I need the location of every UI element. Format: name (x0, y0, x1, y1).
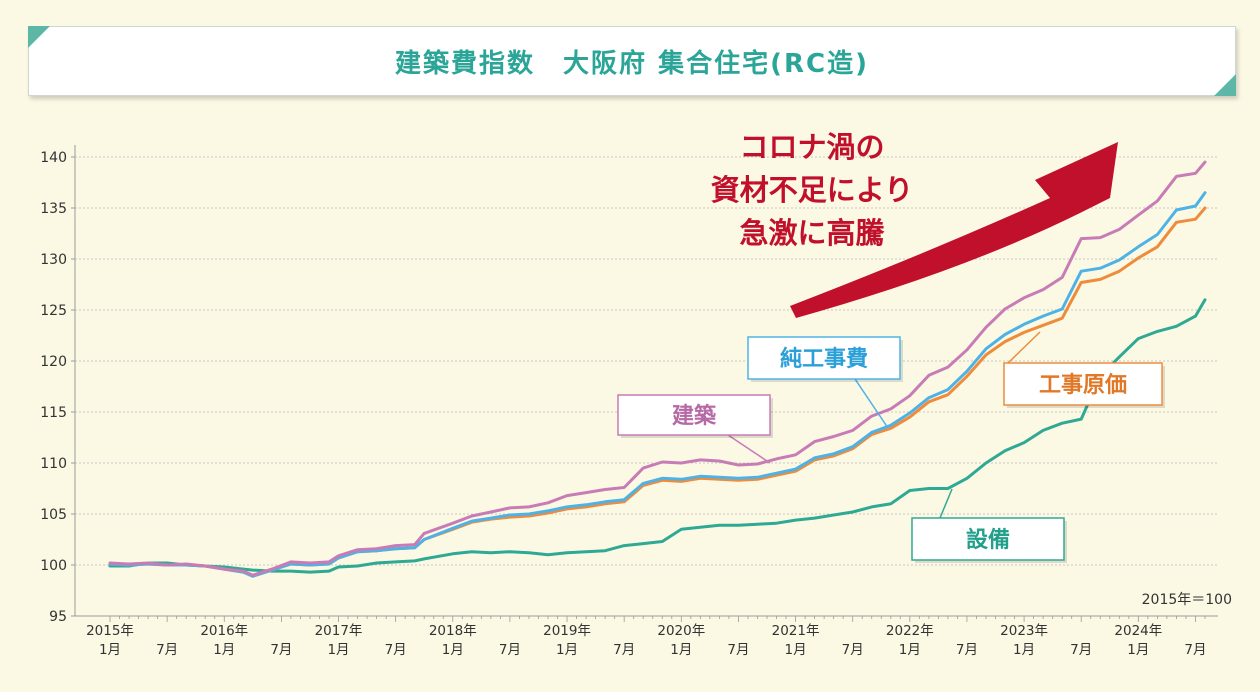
y-tick-label: 120 (40, 354, 67, 370)
x-month-label: 7月 (156, 642, 178, 658)
x-year-label: 2024年 (1114, 623, 1162, 639)
x-year-label: 2016年 (200, 623, 248, 639)
callout-leader (1007, 331, 1041, 364)
x-month-label: 1月 (213, 642, 235, 658)
y-tick-label: 100 (40, 558, 67, 574)
chart-title-banner: 建築費指数 大阪府 集合住宅(RC造) (28, 26, 1236, 96)
x-month-label: 7月 (1184, 642, 1206, 658)
x-month-label: 7月 (499, 642, 521, 658)
x-month-label: 1月 (899, 642, 921, 658)
chart-title: 建築費指数 大阪府 集合住宅(RC造) (395, 48, 869, 79)
title-corner-decoration (1214, 74, 1236, 96)
x-year-label: 2017年 (315, 623, 363, 639)
callout-leader (854, 378, 889, 429)
y-tick-label: 125 (40, 303, 67, 319)
x-month-label: 7月 (270, 642, 292, 658)
series-line-3 (108, 298, 1207, 574)
x-year-label: 2018年 (429, 623, 477, 639)
x-month-label: 7月 (842, 642, 864, 658)
x-month-label: 7月 (727, 642, 749, 658)
x-year-label: 2021年 (772, 623, 820, 639)
x-year-label: 2015年 (86, 623, 134, 639)
y-tick-label: 135 (40, 201, 67, 217)
x-year-label: 2022年 (886, 623, 934, 639)
x-month-label: 1月 (442, 642, 464, 658)
y-tick-label: 130 (40, 252, 67, 268)
x-month-label: 1月 (1127, 642, 1149, 658)
series-label-box (747, 336, 901, 380)
callout-leader (939, 488, 953, 519)
x-month-label: 1月 (785, 642, 807, 658)
annotation-line: コロナ渦の (739, 130, 884, 164)
series-label-box (911, 517, 1065, 561)
y-tick-label: 140 (40, 150, 67, 166)
series-line-0 (108, 160, 1207, 577)
x-month-label: 1月 (327, 642, 349, 658)
y-tick-label: 95 (49, 609, 67, 625)
x-month-label: 1月 (1013, 642, 1035, 658)
y-tick-label: 105 (40, 507, 67, 523)
base-note: 2015年＝100 (1142, 592, 1232, 608)
x-year-label: 2020年 (657, 623, 705, 639)
callout-leader (727, 434, 771, 464)
rising-arrow-icon (790, 142, 1118, 318)
y-tick-label: 115 (40, 405, 67, 421)
annotation-line: 急激に高騰 (739, 216, 885, 250)
series-label: 工事原価 (1039, 372, 1127, 398)
x-month-label: 1月 (556, 642, 578, 658)
x-month-label: 7月 (613, 642, 635, 658)
x-year-label: 2023年 (1000, 623, 1048, 639)
y-tick-label: 110 (40, 456, 67, 472)
x-month-label: 7月 (385, 642, 407, 658)
series-label: 純工事費 (780, 346, 868, 372)
annotation-line: 資材不足により (711, 173, 913, 207)
title-corner-decoration (28, 26, 50, 48)
x-year-label: 2019年 (543, 623, 591, 639)
series-label: 建築 (672, 403, 717, 429)
series-label: 設備 (966, 527, 1010, 553)
x-month-label: 7月 (1070, 642, 1092, 658)
x-month-label: 1月 (670, 642, 692, 658)
x-month-label: 1月 (99, 642, 121, 658)
x-month-label: 7月 (956, 642, 978, 658)
series-line-1 (108, 191, 1207, 578)
series-label-box (1003, 362, 1163, 406)
series-label-box (617, 394, 771, 436)
